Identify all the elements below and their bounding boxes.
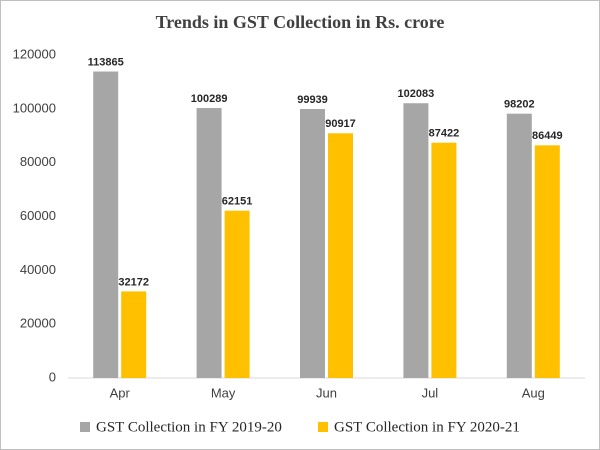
y-tick-label: 80000 bbox=[20, 154, 56, 169]
value-label: 113865 bbox=[88, 56, 124, 68]
legend-label: GST Collection in FY 2020-21 bbox=[334, 419, 520, 435]
value-label: 90917 bbox=[325, 118, 356, 130]
x-tick-label: Apr bbox=[110, 385, 131, 400]
bar bbox=[403, 103, 429, 378]
x-tick-label: Jun bbox=[316, 385, 337, 400]
y-tick-label: 60000 bbox=[20, 208, 56, 223]
bar bbox=[328, 133, 353, 378]
value-label: 100289 bbox=[191, 93, 228, 105]
chart-title: Trends in GST Collection in Rs. crore bbox=[156, 12, 445, 32]
x-tick-label: May bbox=[211, 385, 236, 400]
value-label: 86449 bbox=[532, 130, 563, 142]
bar bbox=[93, 71, 119, 379]
y-tick-label: 20000 bbox=[20, 316, 56, 331]
bar bbox=[534, 145, 560, 378]
bar bbox=[300, 108, 325, 378]
value-label: 62151 bbox=[222, 196, 253, 208]
value-label: 99939 bbox=[297, 94, 328, 106]
y-tick-label: 0 bbox=[49, 369, 56, 384]
bar bbox=[224, 210, 250, 378]
bar bbox=[196, 108, 222, 378]
y-tick-label: 40000 bbox=[20, 262, 56, 277]
value-label: 87422 bbox=[429, 128, 460, 140]
value-label: 98202 bbox=[504, 99, 535, 111]
legend-swatch bbox=[80, 422, 90, 432]
value-label: 32172 bbox=[118, 276, 149, 288]
bar bbox=[431, 142, 457, 378]
x-tick-label: Jul bbox=[422, 385, 439, 400]
legend-label: GST Collection in FY 2019-20 bbox=[96, 419, 282, 435]
value-label: 102083 bbox=[398, 88, 435, 100]
y-tick-label: 100000 bbox=[13, 100, 56, 115]
x-tick-label: Aug bbox=[522, 385, 545, 400]
legend-swatch bbox=[318, 422, 328, 432]
bar bbox=[121, 291, 147, 378]
y-tick-label: 120000 bbox=[13, 46, 56, 61]
bar bbox=[506, 113, 532, 379]
